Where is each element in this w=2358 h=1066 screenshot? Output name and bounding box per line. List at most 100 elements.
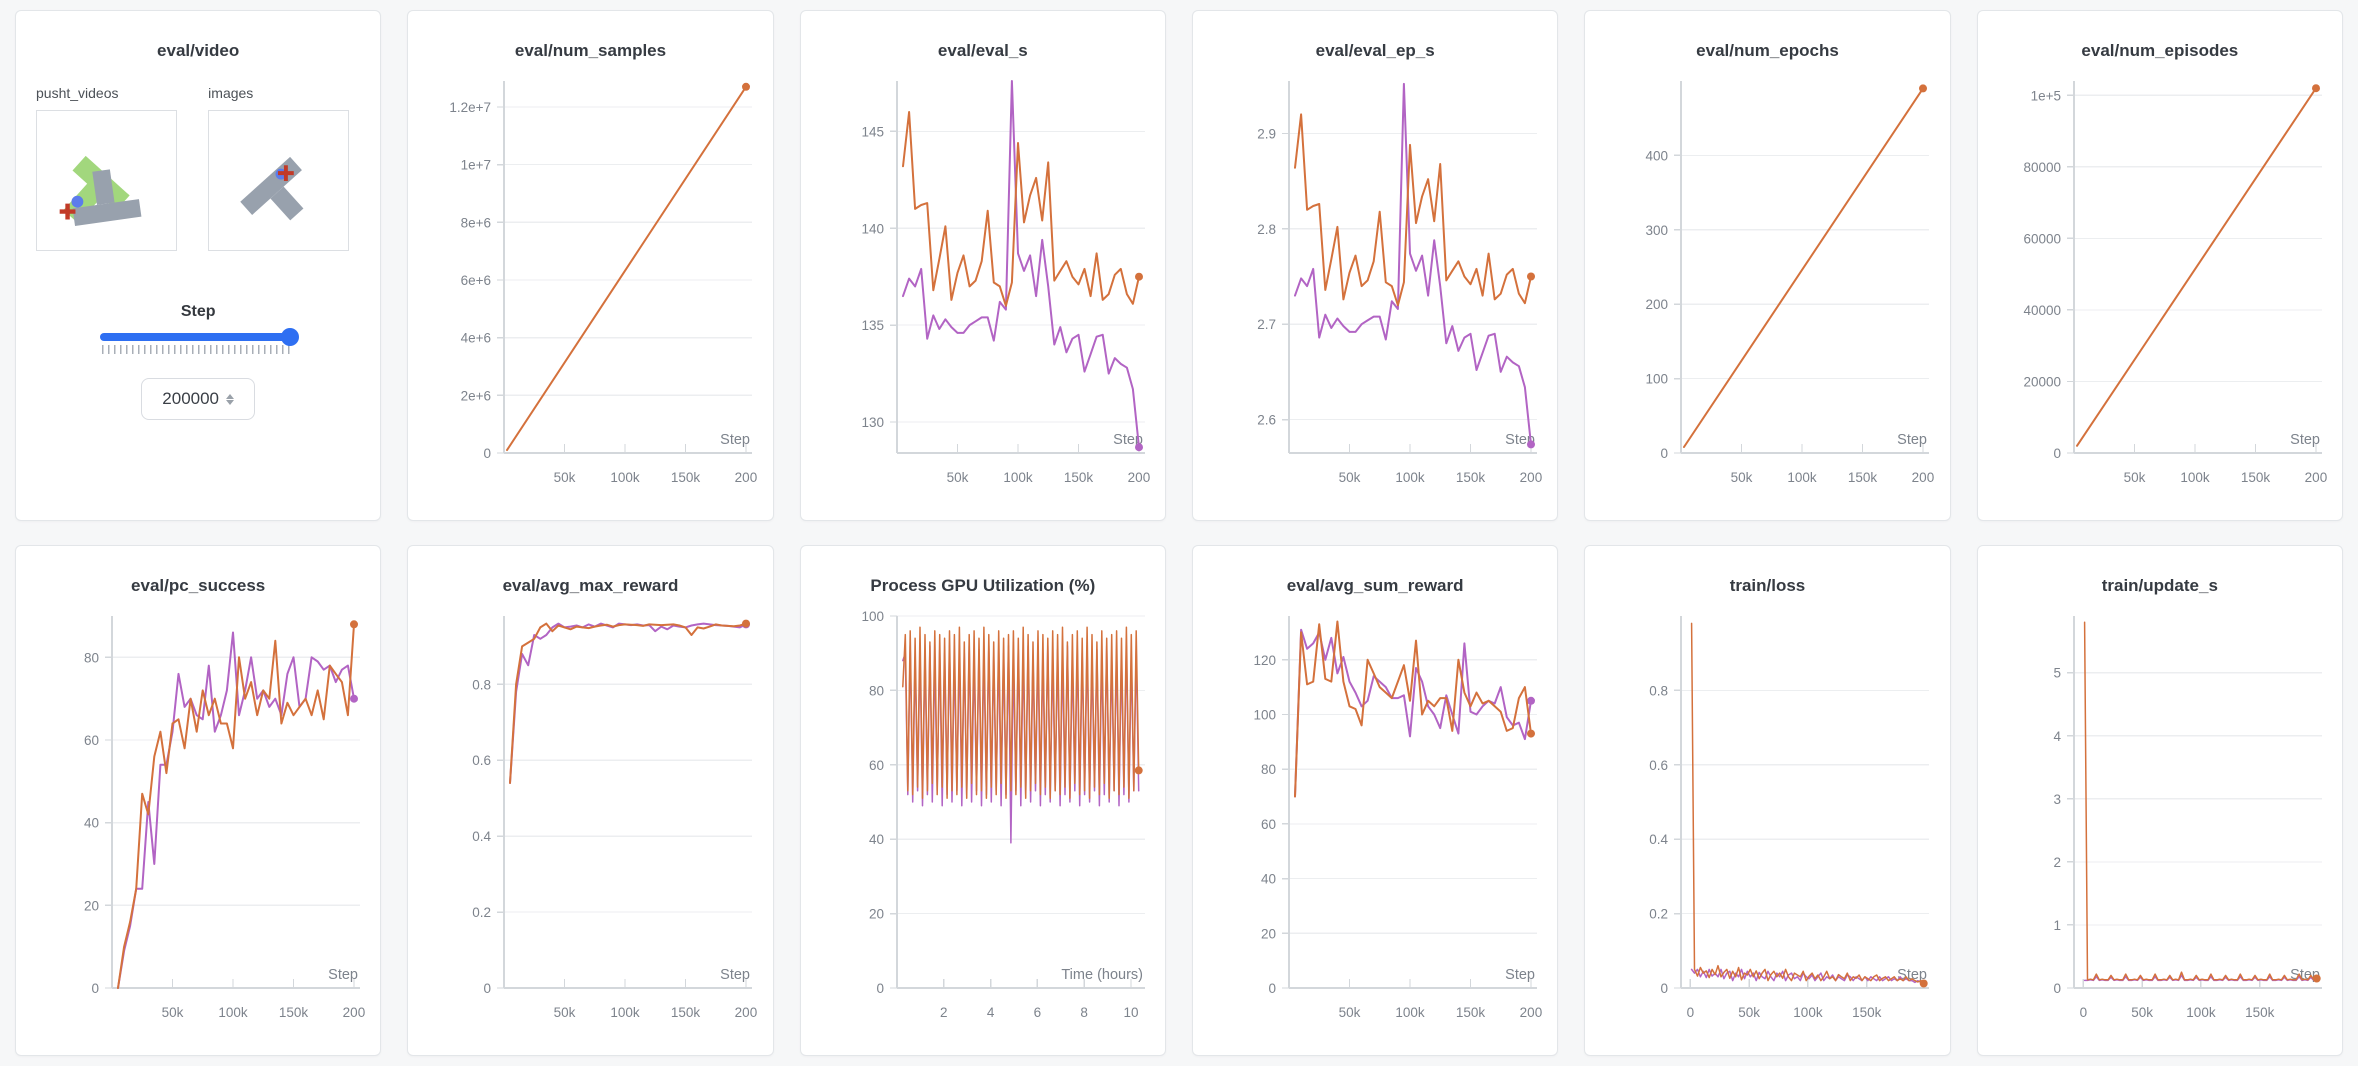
chart-panel: eval/num_epochs 0 100 200 300 400 50k 100k 150k 2… — [1584, 10, 1951, 521]
y-tick-label: 40000 — [2023, 303, 2061, 318]
chart-plot[interactable]: 0 20 40 60 80 50k 100k 150k 200 Step — [16, 600, 381, 1046]
series-end-dot-purple — [1527, 696, 1535, 705]
chart-plot[interactable]: 130 135 140 145 50k 100k 150k 200 Step — [801, 65, 1166, 511]
x-axis-title: Step — [1897, 432, 1927, 448]
series-end-dot-orange — [2312, 974, 2321, 983]
x-tick-label: 0 — [1687, 1005, 1695, 1020]
x-tick-label: 50k — [1739, 1005, 1761, 1020]
x-tick-label: 200 — [2304, 470, 2327, 485]
series-line-purple — [1294, 628, 1532, 798]
chart-title: eval/pc_success — [131, 576, 266, 595]
y-tick-label: 0 — [1661, 981, 1669, 996]
series-line-purple — [509, 622, 748, 784]
x-tick-label: 150k — [671, 470, 701, 485]
series-line-purple — [1294, 82, 1532, 446]
y-tick-label: 2.8 — [1257, 222, 1276, 237]
y-tick-label: 1.2e+7 — [450, 100, 492, 115]
series-line-orange — [2075, 87, 2317, 447]
image-thumbnail[interactable] — [208, 110, 350, 251]
pusht-video-thumbnail[interactable] — [36, 110, 177, 251]
slider-handle[interactable] — [281, 328, 300, 346]
chart-panel: eval/eval_s 130 135 140 145 50k 100k 150k 200 Ste… — [799, 10, 1166, 521]
x-tick-label: 200 — [1912, 470, 1935, 485]
y-tick-label: 80 — [869, 683, 884, 698]
y-tick-label: 1e+7 — [461, 158, 491, 173]
series-line-orange — [2083, 621, 2318, 981]
x-axis-title: Step — [328, 967, 358, 983]
chart-title: eval/num_samples — [514, 41, 667, 60]
series-end-dot-orange — [1527, 272, 1535, 281]
series-line-orange — [1294, 620, 1532, 798]
y-tick-label: 2.6 — [1257, 413, 1276, 428]
step-value-input[interactable]: 200000 — [141, 378, 256, 420]
y-tick-label: 0.4 — [473, 829, 492, 844]
series-line-orange — [509, 622, 748, 784]
step-slider-label: Step — [180, 303, 216, 320]
chart-plot[interactable]: 0 20 40 60 80 100 2 4 6 8 10 Time (hours) — [801, 600, 1166, 1046]
y-tick-label: 0 — [876, 981, 884, 996]
green-t-shape — [63, 155, 130, 224]
x-tick-label: 200 — [1520, 470, 1543, 485]
y-tick-label: 20000 — [2023, 374, 2061, 389]
series-end-dot-orange — [1920, 979, 1929, 988]
y-tick-label: 2e+6 — [461, 388, 491, 403]
x-tick-label: 50k — [1339, 470, 1361, 485]
y-tick-label: 140 — [861, 221, 884, 236]
chart-plot[interactable]: 0 0.2 0.4 0.6 0.8 50k 100k 150k 200 Step — [408, 600, 773, 1046]
chart-plot[interactable]: 0 20000 40000 60000 80000 1e+5 50k 100k 150k 200 S… — [1978, 65, 2343, 511]
media-item-images: images — [208, 85, 360, 251]
y-tick-label: 200 — [1646, 297, 1669, 312]
chart-panel: eval/avg_max_reward 0 0.2 0.4 0.6 0.8 50k 100k 1… — [407, 545, 774, 1056]
x-tick-label: 200 — [1127, 470, 1150, 485]
stepper-arrows-icon[interactable] — [226, 393, 235, 405]
y-tick-label: 0.4 — [1650, 832, 1669, 847]
x-axis-title: Step — [1113, 432, 1143, 448]
x-tick-label: 150k — [1456, 470, 1486, 485]
chart-plot[interactable]: 0 2e+6 4e+6 6e+6 8e+6 1e+7 1.2e+7 50k 100k 150k 20… — [408, 65, 773, 511]
chart-title: eval/num_epochs — [1696, 41, 1839, 60]
goal-cross-icon — [59, 203, 76, 220]
x-tick-label: 10 — [1123, 1005, 1138, 1020]
x-tick-label: 50k — [162, 1005, 184, 1020]
y-tick-label: 2.7 — [1257, 317, 1276, 332]
x-tick-label: 0 — [2079, 1005, 2087, 1020]
slider-track[interactable] — [100, 328, 300, 346]
step-slider[interactable] — [100, 328, 300, 354]
y-tick-label: 400 — [1646, 148, 1669, 163]
chart-panel: eval/eval_ep_s 2.6 2.7 2.8 2.9 50k 100k 150k 200… — [1192, 10, 1559, 521]
y-tick-label: 2 — [2053, 855, 2061, 870]
x-tick-label: 50k — [2123, 470, 2145, 485]
y-tick-label: 0.8 — [473, 677, 492, 692]
y-tick-label: 1e+5 — [2030, 88, 2060, 103]
series-end-dot-orange — [1134, 272, 1143, 281]
y-tick-label: 40 — [1261, 872, 1276, 887]
y-tick-label: 0.2 — [473, 905, 492, 920]
media-row: pusht_videos images — [16, 85, 380, 251]
x-tick-label: 200 — [735, 470, 758, 485]
chart-title: train/loss — [1729, 576, 1806, 595]
chart-panel: eval/num_samples 0 2e+6 4e+6 6e+6 8e+6 1e+7 1.2… — [407, 10, 774, 521]
x-tick-label: 100k — [1395, 470, 1425, 485]
x-tick-label: 100k — [2186, 1005, 2216, 1020]
y-tick-label: 130 — [861, 415, 884, 430]
series-end-dot-orange — [742, 619, 751, 628]
x-tick-label: 50k — [1731, 470, 1753, 485]
series-end-dot-purple — [1134, 443, 1143, 452]
y-tick-label: 0 — [484, 446, 492, 461]
x-tick-label: 150k — [671, 1005, 701, 1020]
chart-plot[interactable]: 0 100 200 300 400 50k 100k 150k 200 Step — [1585, 65, 1950, 511]
media-caption: images — [208, 85, 254, 101]
series-line-orange — [1691, 622, 1925, 985]
series-line-orange — [506, 85, 748, 452]
pusht-video-frame — [59, 155, 142, 226]
y-tick-label: 100 — [1646, 372, 1669, 387]
x-tick-label: 150k — [279, 1005, 309, 1020]
goal-cross-icon — [278, 165, 294, 181]
x-tick-label: 100k — [1794, 1005, 1824, 1020]
chart-plot[interactable]: 0 20 40 60 80 100 120 50k 100k 150k 200 Step — [1193, 600, 1558, 1046]
y-tick-label: 0 — [2053, 446, 2061, 461]
